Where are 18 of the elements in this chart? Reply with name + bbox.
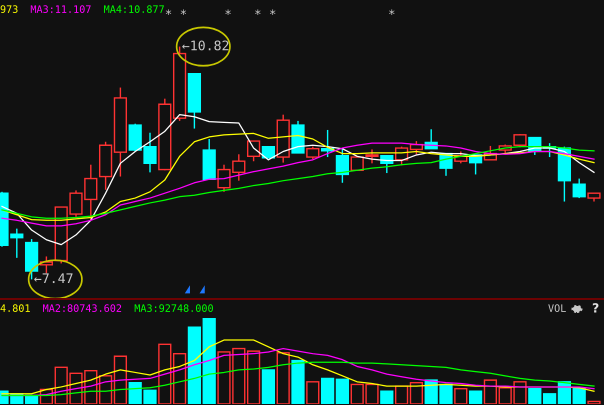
text: MA3:11.107 [30,5,91,13]
text: 4.801 [0,304,30,312]
bar [380,390,394,404]
text: MA2:80743.602 [43,304,122,312]
bar [468,390,482,404]
text: MA3:92748.000 [134,304,213,312]
bar [291,360,305,404]
bar [262,369,276,404]
bar [320,378,334,404]
annotation: ←10.82 [182,40,228,50]
text: ? [592,303,598,312]
bar [336,378,350,404]
text: VOL [548,304,566,312]
text: 973 [0,5,18,13]
annotation: ←7.47 [34,273,73,284]
text: * * * * * * [166,9,394,16]
candlestick [114,86,128,178]
text: MA4:10.877 [104,5,164,13]
